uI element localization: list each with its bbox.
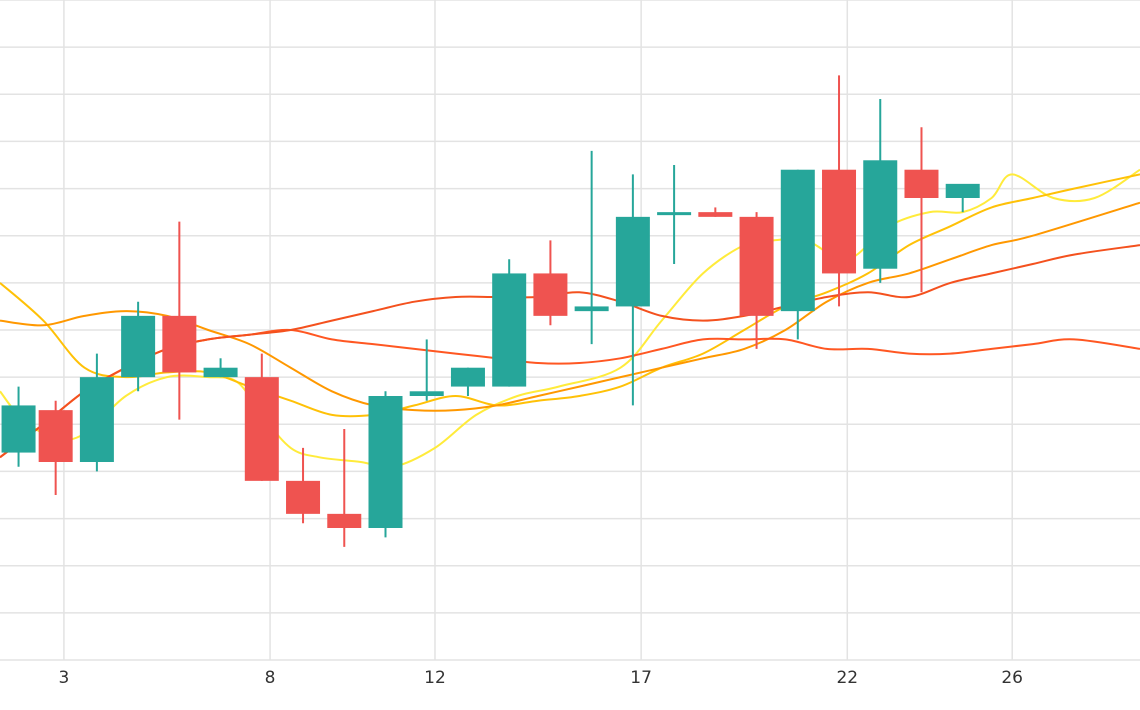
candle-up xyxy=(945,183,980,213)
candle-body xyxy=(121,315,156,378)
candle-down xyxy=(327,429,362,547)
candle-body xyxy=(38,410,73,462)
candle-body xyxy=(286,480,321,514)
candle-down xyxy=(533,240,568,326)
candle-down xyxy=(698,207,733,217)
candle-down xyxy=(38,400,73,495)
candle-body xyxy=(945,183,980,198)
candle-up xyxy=(780,169,815,340)
candle-down xyxy=(904,127,939,293)
x-tick-label: 26 xyxy=(1001,668,1023,688)
candle-body xyxy=(863,160,898,269)
candle-body xyxy=(533,273,568,316)
x-axis: 3 8 12 17 22 26 xyxy=(58,668,1023,688)
candle-body xyxy=(79,377,114,462)
candle-down xyxy=(739,212,774,349)
candle-body xyxy=(574,306,609,312)
candle-up xyxy=(203,358,238,378)
candle-body xyxy=(698,212,733,217)
candle-up xyxy=(409,339,444,401)
candle-body xyxy=(492,273,527,387)
candle-down xyxy=(244,353,279,481)
candle-up xyxy=(368,391,403,538)
candle-body xyxy=(450,367,485,387)
candle-body xyxy=(657,212,692,216)
candle-down xyxy=(162,221,197,420)
candle-up xyxy=(657,165,692,264)
candle-up xyxy=(121,301,156,392)
candle-body xyxy=(327,513,362,528)
candle-body xyxy=(822,169,857,274)
candle-body xyxy=(739,216,774,316)
candle-down xyxy=(286,447,321,524)
candle-body xyxy=(615,216,650,307)
candle-up xyxy=(574,150,609,345)
candle-up xyxy=(1,386,36,467)
candle-body xyxy=(368,396,403,528)
candle-up xyxy=(79,353,114,472)
candle-body xyxy=(162,315,197,373)
x-tick-label: 17 xyxy=(630,668,652,688)
candle-down xyxy=(822,75,857,307)
moving-average-line-3 xyxy=(0,201,1140,412)
x-tick-label: 8 xyxy=(265,668,276,688)
candle-body xyxy=(203,367,238,378)
candle-body xyxy=(780,169,815,312)
candle-body xyxy=(409,391,444,396)
candles xyxy=(1,75,980,547)
candle-up xyxy=(492,259,527,387)
x-tick-label: 12 xyxy=(424,668,446,688)
candle-body xyxy=(1,405,36,453)
grid xyxy=(0,0,1140,661)
x-tick-label: 3 xyxy=(58,668,69,688)
moving-average-line-1 xyxy=(0,168,1140,469)
candle-body xyxy=(904,169,939,198)
candle-up xyxy=(450,367,485,396)
x-tick-label: 22 xyxy=(836,668,858,688)
candle-up xyxy=(863,99,898,283)
candle-up xyxy=(615,174,650,406)
candle-body xyxy=(244,377,279,481)
